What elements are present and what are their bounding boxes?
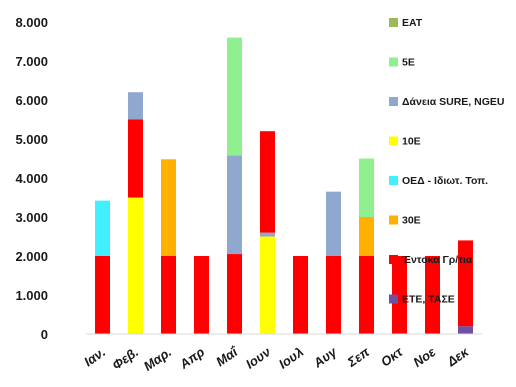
legend-swatch bbox=[389, 255, 398, 264]
bar-stack bbox=[425, 256, 440, 334]
y-tick-label: 1.000 bbox=[15, 288, 48, 303]
x-tick-label: Ιουν bbox=[243, 344, 274, 372]
y-tick-label: 2.000 bbox=[15, 249, 48, 264]
legend-swatch bbox=[389, 294, 398, 304]
legend-swatch bbox=[389, 18, 398, 27]
bar-segment bbox=[359, 217, 374, 256]
bar-segment bbox=[293, 256, 308, 334]
legend-label: ΕΑΤ bbox=[402, 17, 423, 29]
legend-label: ΕΤΕ, ΤΑΣΕ bbox=[402, 294, 455, 306]
x-tick-label: Νοε bbox=[410, 344, 439, 370]
bar-segment bbox=[161, 256, 176, 334]
bar-stack bbox=[194, 256, 209, 334]
y-tick-label: 0 bbox=[41, 327, 48, 342]
bar-segment bbox=[128, 119, 143, 198]
bar-stack bbox=[227, 37, 242, 334]
bar-segment bbox=[227, 37, 242, 156]
bar-segment bbox=[260, 232, 275, 237]
bar-segment bbox=[425, 256, 440, 334]
y-tick-label: 8.000 bbox=[15, 15, 48, 30]
bar-segment bbox=[95, 200, 110, 256]
bar-segment bbox=[392, 256, 407, 334]
bar-stack bbox=[458, 240, 473, 334]
y-tick-label: 5.000 bbox=[15, 132, 48, 147]
legend-item: ΕΑΤ bbox=[389, 17, 423, 29]
y-tick-label: 4.000 bbox=[15, 171, 48, 186]
x-tick-label: Οκτ bbox=[378, 344, 406, 370]
legend-label: 10Ε bbox=[402, 136, 421, 148]
legend: ΕΑΤ 5Ε Δάνεια SURE, NGEU 10Ε ΟΕΔ - Ιδιωτ. Το… bbox=[389, 17, 504, 306]
bar-segment bbox=[128, 197, 143, 334]
bar-stacks bbox=[95, 37, 473, 334]
y-tick-label: 7.000 bbox=[15, 54, 48, 69]
legend-label: 5Ε bbox=[402, 57, 415, 69]
legend-swatch bbox=[389, 176, 398, 185]
x-tick-label: Αυγ bbox=[310, 344, 340, 371]
x-tick-label: Δεκ bbox=[444, 344, 472, 370]
x-tick-label: Απρ bbox=[176, 344, 207, 372]
y-tick-label: 6.000 bbox=[15, 93, 48, 108]
x-tick-label: Σεπ bbox=[344, 344, 373, 371]
bar-stack bbox=[392, 256, 407, 334]
bar-segment bbox=[458, 326, 473, 334]
x-tick-label: Μαρ. bbox=[141, 344, 174, 374]
x-tick-label: Ιαν. bbox=[81, 344, 108, 369]
bar-stack bbox=[359, 158, 374, 334]
bar-stack bbox=[293, 256, 308, 334]
legend-label: Δάνεια SURE, NGEU bbox=[402, 96, 504, 108]
bar-segment bbox=[128, 92, 143, 120]
bar-segment bbox=[326, 191, 341, 256]
legend-item: 30Ε bbox=[389, 215, 421, 227]
bar-segment bbox=[260, 236, 275, 334]
legend-item: 5Ε bbox=[389, 57, 415, 69]
bar-stack bbox=[95, 200, 110, 334]
legend-label: 30Ε bbox=[402, 215, 421, 227]
x-tick-label: Μαΐ bbox=[213, 343, 242, 370]
x-tick-label: Ιουλ bbox=[276, 344, 306, 371]
bar-segment bbox=[260, 131, 275, 233]
bar-segment bbox=[227, 155, 242, 255]
bar-segment bbox=[194, 256, 209, 334]
bar-segment bbox=[359, 256, 374, 334]
y-axis: 0 1.000 2.000 3.000 4.000 5.000 6.000 7.000 8.00… bbox=[15, 15, 48, 342]
bar-segment bbox=[326, 256, 341, 334]
legend-item: Έντοκα Γρ/τια bbox=[389, 254, 473, 266]
bar-segment bbox=[458, 240, 473, 327]
legend-swatch bbox=[389, 57, 398, 67]
x-axis: Ιαν. Φεβ. Μαρ. Απρ Μαΐ Ιουν Ιουλ Αυγ Σεπ Οκτ Νοε Δε… bbox=[81, 333, 482, 374]
legend-swatch bbox=[389, 136, 398, 146]
bar-stack bbox=[128, 92, 143, 334]
bar-segment bbox=[95, 256, 110, 334]
legend-item: 10Ε bbox=[389, 136, 421, 148]
bar-segment bbox=[227, 254, 242, 334]
legend-label: ΟΕΔ - Ιδιωτ. Τοπ. bbox=[402, 175, 488, 187]
bar-segment bbox=[359, 158, 374, 217]
legend-swatch bbox=[389, 215, 398, 225]
legend-label: Έντοκα Γρ/τια bbox=[402, 254, 473, 266]
bar-stack bbox=[161, 159, 176, 334]
legend-item: Δάνεια SURE, NGEU bbox=[389, 96, 504, 108]
legend-item: ΟΕΔ - Ιδιωτ. Τοπ. bbox=[389, 175, 488, 187]
bar-stack bbox=[260, 131, 275, 334]
y-tick-label: 3.000 bbox=[15, 210, 48, 225]
legend-item: ΕΤΕ, ΤΑΣΕ bbox=[389, 294, 455, 306]
bar-segment bbox=[161, 159, 176, 256]
x-tick-label: Φεβ. bbox=[109, 344, 141, 373]
legend-swatch bbox=[389, 97, 398, 106]
bar-stack bbox=[326, 191, 341, 334]
